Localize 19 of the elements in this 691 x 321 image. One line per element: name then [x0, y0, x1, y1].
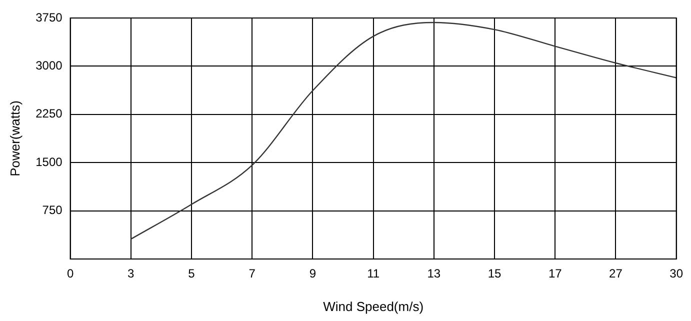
line-series [130, 22, 677, 240]
x-tick-label: 7 [248, 266, 256, 281]
x-tick-label: 15 [488, 266, 502, 281]
x-tick-label: 11 [367, 266, 380, 281]
y-axis-title: Power(watts) [7, 100, 22, 176]
x-tick-label: 30 [670, 266, 684, 281]
y-tick-label: 3750 [36, 10, 63, 24]
y-tick-label: 750 [42, 203, 63, 218]
x-tick-label: 5 [188, 266, 196, 281]
x-tick-label: 0 [66, 266, 74, 281]
x-axis-title: Wind Speed(m/s) [323, 298, 424, 314]
y-tick-label: 2250 [36, 106, 63, 121]
x-tick-label: 17 [548, 266, 562, 281]
x-tick-label: 9 [309, 266, 316, 281]
y-tick-label: 3000 [36, 58, 63, 73]
y-tick-label: 1500 [36, 154, 63, 169]
x-tick-label: 13 [427, 266, 441, 281]
x-tick-label: 27 [609, 266, 623, 281]
x-tick-label: 3 [128, 266, 135, 281]
